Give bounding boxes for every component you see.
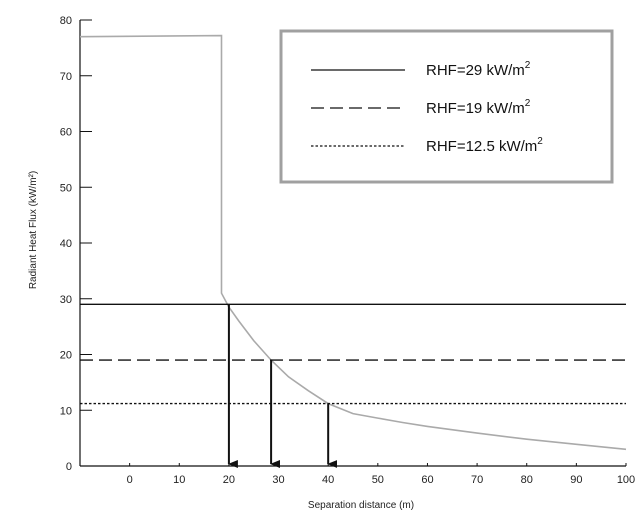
x-tick-label: 100 [617,474,635,486]
x-tick-label: 0 [127,474,133,486]
y-tick-label: 40 [60,238,72,250]
x-tick-label: 30 [272,474,284,486]
legend-label: RHF=12.5 kW/m2 [426,136,543,155]
x-tick-label: 70 [471,474,483,486]
y-tick-label: 70 [60,71,72,83]
legend-label: RHF=29 kW/m2 [426,60,531,79]
legend-box [279,29,614,184]
axes: 0 10 20 30 40 50 60 70 80 0 10 20 30 40 50 60 70 80 90 100 S… [28,15,635,511]
y-tick-label: 50 [60,182,72,194]
x-tick-label: 90 [570,474,582,486]
x-tick-label: 10 [173,474,185,486]
x-tick-label: 50 [372,474,384,486]
x-tick-label: 40 [322,474,334,486]
arrows-layer [227,304,338,468]
y-tick-label: 0 [66,461,72,473]
x-tick-label: 80 [521,474,533,486]
y-tick-label: 60 [60,127,72,139]
y-tick-label: 10 [60,405,72,417]
threshold-lines-layer [80,303,626,405]
x-axis-title: Separation distance (m) [308,500,414,511]
y-axis-title: Radiant Heat Flux (kW/m²) [28,171,39,289]
legend: RHF=29 kW/m2 RHF=19 kW/m2 RHF=12.5 kW/m2 [279,29,614,184]
x-tick-label: 20 [223,474,235,486]
legend-label: RHF=19 kW/m2 [426,98,531,117]
y-tick-label: 80 [60,15,72,27]
x-tick-label: 60 [421,474,433,486]
y-tick-label: 20 [60,350,72,362]
y-tick-label: 30 [60,294,72,306]
